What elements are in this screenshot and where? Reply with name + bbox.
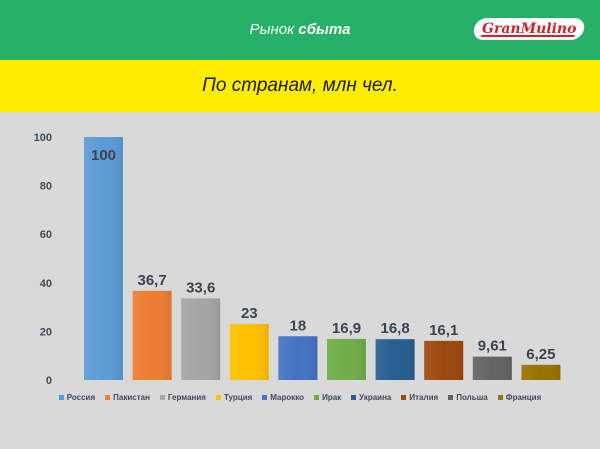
legend: Россия Пакистан Германия Турция Марокко Ирак У… [0, 393, 600, 402]
bar-shading [521, 364, 561, 380]
data-label: 100 [91, 147, 116, 164]
legend-swatch [401, 395, 407, 400]
y-tick-label: 60 [40, 229, 52, 241]
title-bold: сбыта [298, 21, 351, 38]
bars [84, 137, 561, 380]
data-label: 36,7 [137, 272, 166, 289]
bar-shading [84, 137, 123, 380]
legend-swatch [215, 395, 221, 400]
legend-label: Украина [359, 393, 392, 402]
legend-label: Турция [223, 393, 253, 402]
data-label: 16,1 [429, 322, 458, 339]
data-label: 16,8 [380, 320, 409, 337]
legend-label: Польша [456, 393, 488, 402]
legend-swatch [448, 395, 454, 400]
legend-item: Пакистан [105, 393, 150, 402]
data-label: 9,61 [478, 338, 507, 355]
chart-subtitle: По странам, млн чел. [202, 75, 398, 96]
y-tick-label: 100 [34, 132, 52, 144]
y-tick-label: 40 [40, 278, 52, 290]
legend-item: Турция [215, 393, 253, 402]
bar-chart: 0 20 40 60 80 100 100 36,7 33,6 23 18 16,9 16,8 16,1… [34, 132, 561, 387]
title-prefix: Рынок [249, 21, 299, 38]
y-tick-label: 20 [40, 326, 52, 338]
y-tick-label: 80 [40, 181, 52, 193]
legend-swatch [105, 395, 111, 400]
data-label: 33,6 [186, 279, 215, 296]
legend-item: Германия [159, 393, 206, 402]
legend-item: Россия [58, 393, 96, 402]
logo-swoosh [480, 35, 575, 37]
legend-label: Россия [66, 393, 96, 402]
legend-swatch [262, 395, 268, 400]
page-title: Рынок сбыта [0, 0, 600, 60]
legend-label: Франция [505, 393, 542, 402]
legend-label: Пакистан [113, 393, 150, 402]
brand-logo: GranMulino [471, 18, 586, 40]
data-label: 16,9 [332, 320, 361, 337]
legend-swatch [351, 395, 357, 400]
subtitle-band [0, 60, 600, 112]
data-label: 23 [241, 305, 258, 322]
bar-shading [229, 324, 269, 380]
legend-item: Франция [497, 393, 542, 402]
legend-swatch [314, 395, 320, 400]
data-label: 18 [290, 317, 307, 334]
bar-shading [424, 340, 464, 380]
y-axis: 0 20 40 60 80 100 [34, 132, 52, 387]
bar-shading [472, 356, 512, 380]
bar-shading [132, 290, 172, 380]
legend-item: Италия [401, 393, 438, 402]
legend-label: Ирак [322, 393, 342, 402]
legend-label: Германия [167, 393, 206, 402]
legend-label: Марокко [270, 393, 305, 402]
legend-swatch [159, 395, 165, 400]
legend-swatch [497, 395, 503, 400]
data-labels: 100 36,7 33,6 23 18 16,9 16,8 16,1 9,61 6,25 [91, 147, 556, 363]
legend-label: Италия [409, 393, 439, 402]
bar-shading [375, 339, 415, 380]
legend-item: Ирак [314, 393, 341, 402]
bar-shading [327, 338, 366, 380]
bar-shading [181, 298, 221, 380]
legend-item: Украина [351, 393, 391, 402]
data-label: 6,25 [526, 346, 555, 363]
legend-swatch [58, 395, 64, 400]
legend-item: Марокко [262, 393, 304, 402]
y-tick-label: 0 [46, 375, 52, 387]
legend-item: Польша [448, 393, 488, 402]
bar-shading [278, 336, 318, 380]
